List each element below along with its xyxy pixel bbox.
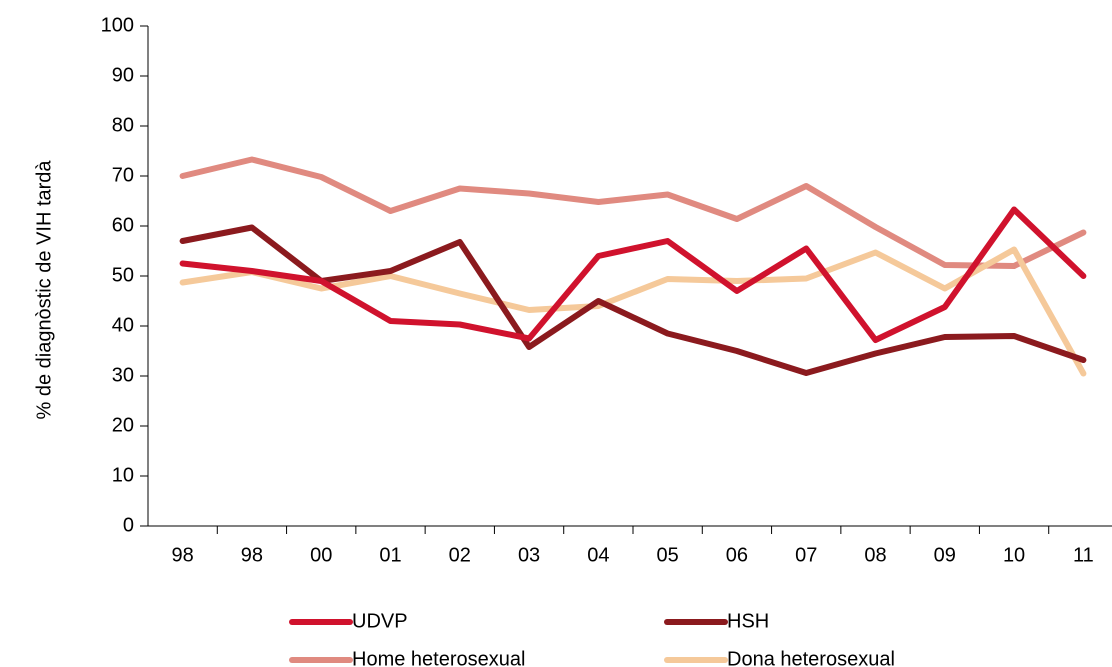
x-tick-label: 10 [1003,544,1025,566]
x-tick-label: 03 [518,544,540,566]
y-tick-label: 0 [123,514,134,536]
x-tick-label: 05 [657,544,679,566]
x-tick-label: 11 [1073,544,1094,566]
y-tick-label: 100 [101,14,134,36]
legend-label: UDVP [352,610,408,632]
x-tick-label: 08 [864,544,886,566]
x-tick-label: 06 [726,544,748,566]
x-tick-label: 01 [379,544,401,566]
series-line [179,224,1087,376]
series-line [179,156,1087,269]
legend-label: HSH [727,610,769,632]
y-tick-label: 60 [112,214,134,236]
x-tick-label: 98 [172,544,194,566]
legend-label: Dona heterosexual [727,648,895,667]
y-tick-label: 10 [112,464,134,486]
series-line [179,246,1087,377]
y-tick-label: 70 [112,164,134,186]
x-tick-label: 04 [587,544,609,566]
y-tick-label: 20 [112,414,134,436]
x-tick-label: 00 [310,544,332,566]
x-tick-label: 07 [795,544,817,566]
y-tick-label: 80 [112,114,134,136]
x-tick-label: 02 [449,544,471,566]
y-tick-label: 30 [112,364,134,386]
series-line [179,206,1087,343]
x-tick-label: 09 [934,544,956,566]
x-tick-label: 98 [241,544,263,566]
y-tick-label: 50 [112,264,134,286]
y-axis-label: % de diagnòstic de VIH tardà [33,160,55,420]
y-tick-label: 90 [112,64,134,86]
legend-label: Home heterosexual [352,648,525,667]
y-tick-label: 40 [112,314,134,336]
